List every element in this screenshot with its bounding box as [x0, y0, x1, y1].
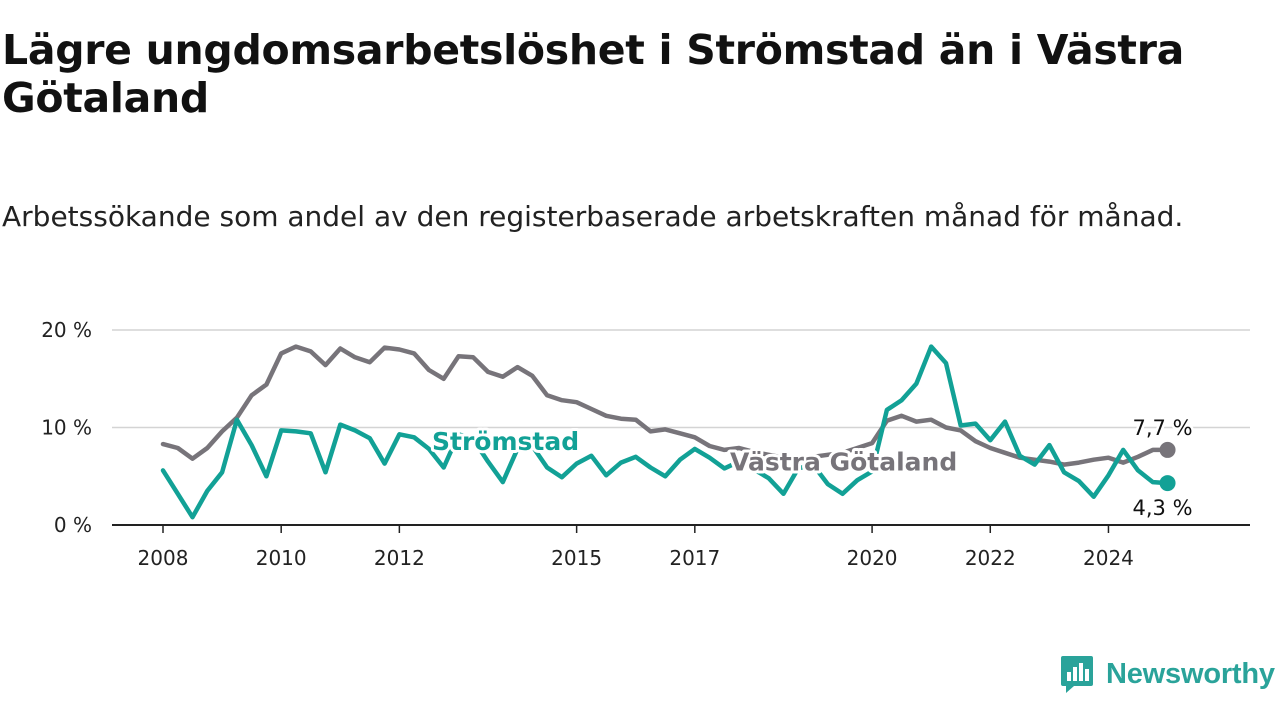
end-value-label-stromstad: 4,3 % [1133, 496, 1193, 520]
series-label-stromstad: Strömstad [432, 427, 579, 456]
newsworthy-logo-icon [1061, 656, 1093, 693]
x-tick-label: 2022 [965, 546, 1016, 570]
y-tick-label: 20 % [41, 318, 92, 342]
y-tick-label: 0 % [54, 513, 92, 537]
y-tick-label: 10 % [41, 416, 92, 440]
end-value-label-vastra-gotaland: 7,7 % [1133, 416, 1193, 440]
x-tick-label: 2020 [847, 546, 898, 570]
series-line-stromstad [160, 344, 1170, 520]
label-layer: Västra Götaland Strömstad 7,7 % 4,3 % [429, 413, 1195, 522]
chart-title: Lägre ungdomsarbetslöshet i Strömstad än… [2, 26, 1185, 122]
series-label-vastra-gotaland: Västra Götaland [730, 448, 957, 477]
series-end-marker [1159, 441, 1176, 458]
x-tick-label: 2015 [551, 546, 602, 570]
x-tick-label: 2024 [1083, 546, 1134, 570]
line-chart: 0 % 10 % 20 % 2008 2010 2012 2015 2017 2020 2022 2… [41, 318, 1250, 570]
grid-layer: 0 % 10 % 20 % 2008 2010 2012 2015 2017 2020 2022 2… [41, 318, 1250, 570]
brand-logo: Newsworthy [1060, 654, 1275, 694]
x-tick-label: 2010 [256, 546, 307, 570]
x-tick-label: 2017 [669, 546, 720, 570]
chart-subtitle: Arbetssökande som andel av den registerb… [2, 200, 1184, 233]
series-layer [160, 344, 1176, 520]
series-line-vastra-gotaland [160, 344, 1170, 467]
x-tick-label: 2012 [374, 546, 425, 570]
x-tick-label: 2008 [138, 546, 189, 570]
brand-name: Newsworthy [1106, 657, 1275, 690]
series-end-marker [1159, 475, 1176, 492]
